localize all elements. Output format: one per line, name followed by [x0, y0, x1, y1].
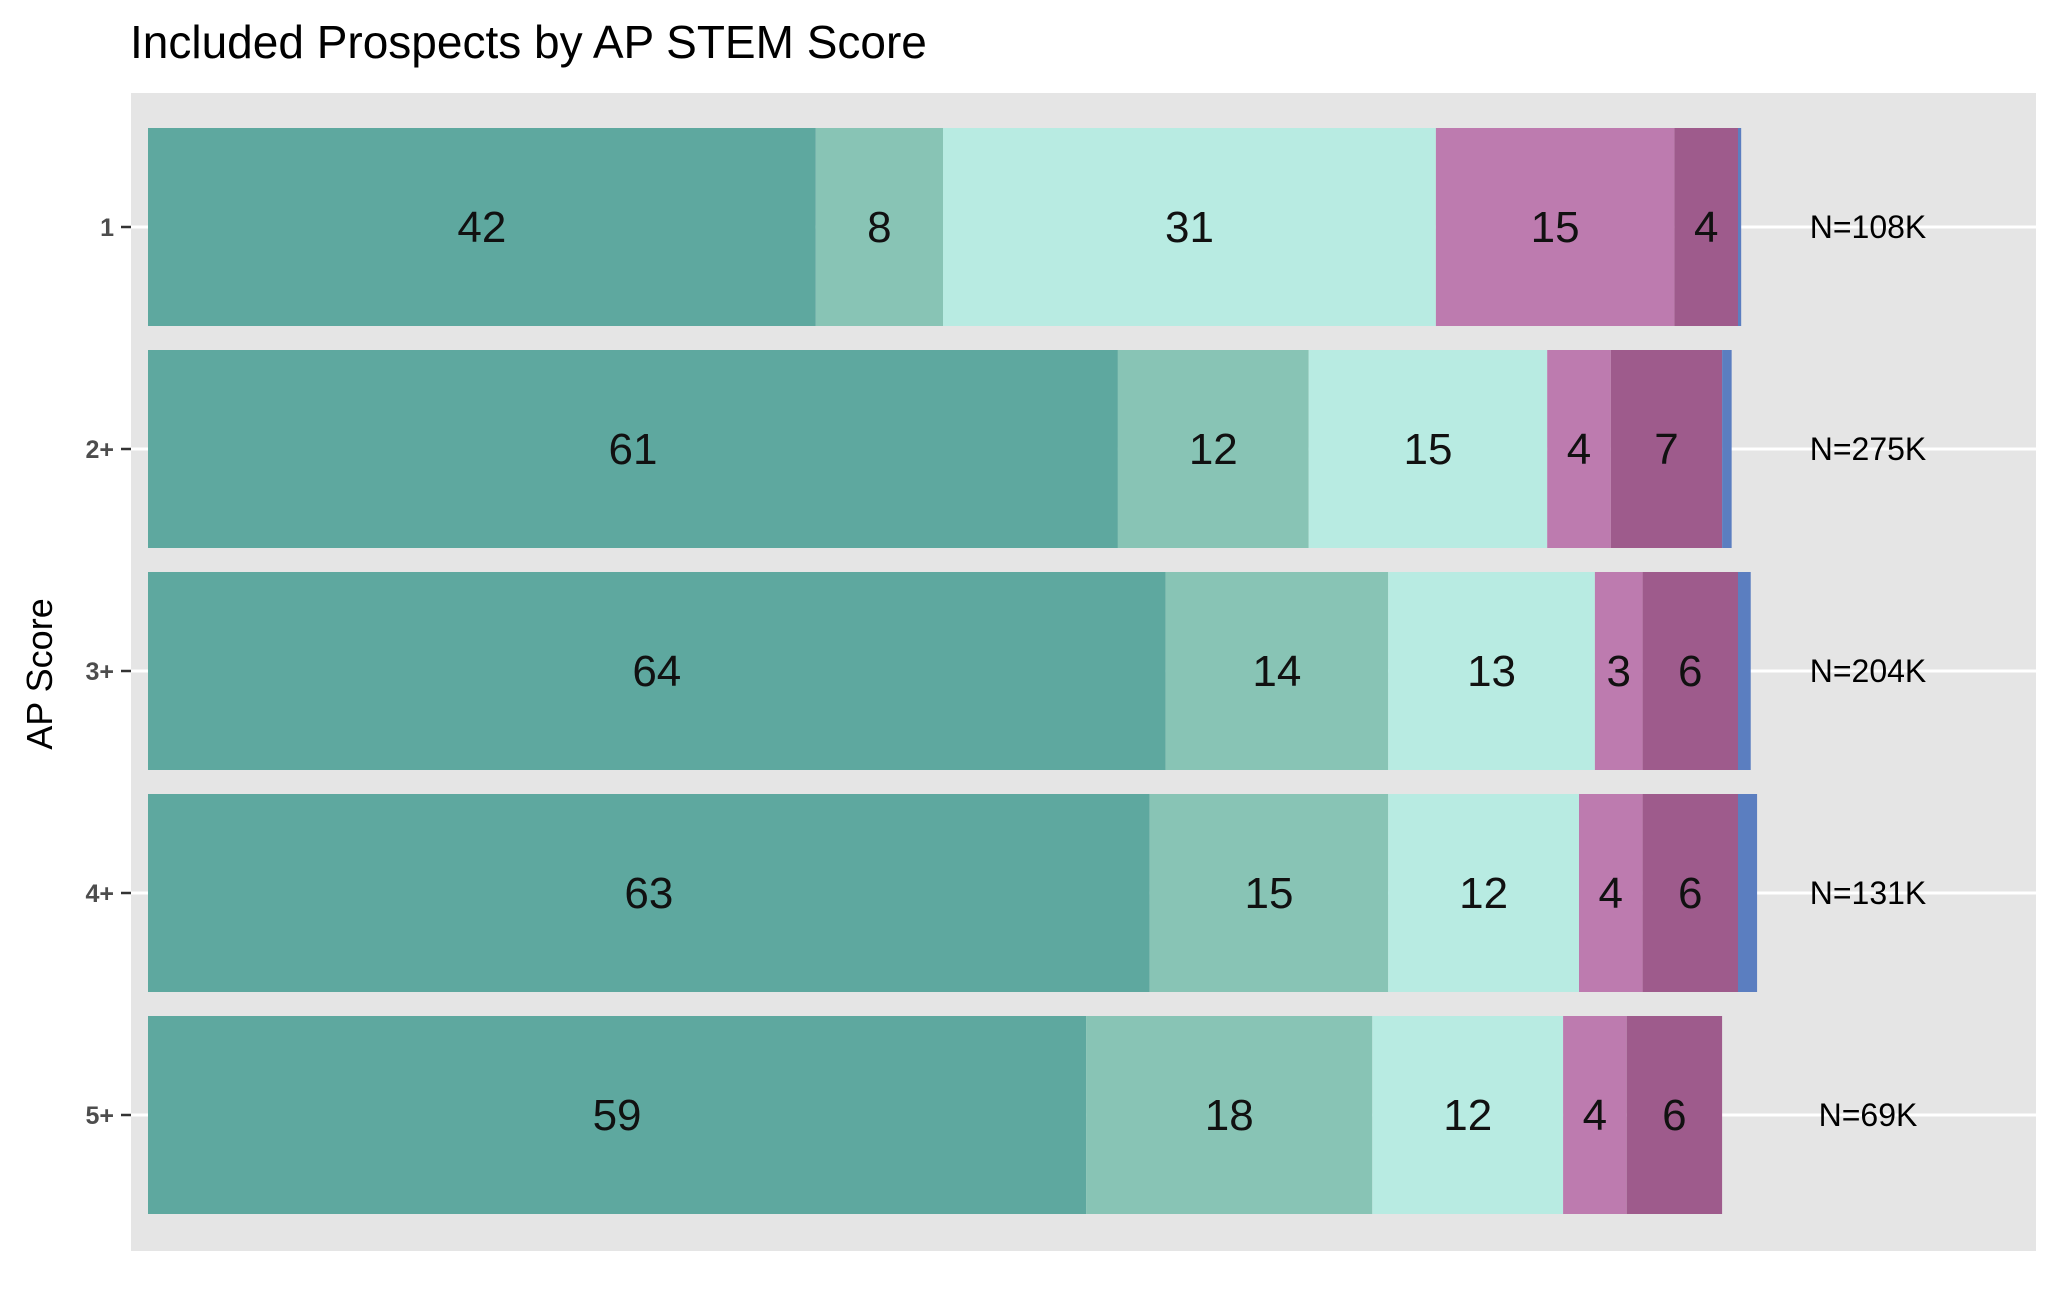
bar-segment: [1117, 350, 1309, 548]
data-label: 31: [1165, 203, 1214, 252]
y-tick-label: 4+: [85, 880, 114, 908]
bar-segment: [148, 1016, 1087, 1214]
bar-segment: [148, 794, 1150, 992]
data-label: 12: [1459, 869, 1508, 918]
y-axis-label: AP Score: [19, 598, 60, 749]
bar-segment: [943, 128, 1436, 326]
bar-segment: [1547, 350, 1611, 548]
total-label: N=108K: [1810, 209, 1927, 245]
bar-segment: [1674, 128, 1738, 326]
bar-segment: [1594, 572, 1643, 770]
bar-segment: [148, 128, 816, 326]
data-label: 12: [1443, 1091, 1492, 1140]
bar-segment: [815, 128, 943, 326]
data-label: 4: [1599, 869, 1623, 918]
data-label: 6: [1662, 1091, 1686, 1140]
bar-segment: [1738, 128, 1742, 326]
data-label: 4: [1567, 425, 1591, 474]
bars: [148, 128, 1758, 1214]
bar-segment: [1722, 350, 1732, 548]
bar-segment: [1435, 128, 1675, 326]
total-label: N=204K: [1810, 653, 1927, 689]
data-label: 3: [1607, 647, 1631, 696]
bar-segment: [1388, 794, 1579, 992]
y-tick-label: 5+: [85, 1102, 114, 1130]
y-tick-label: 3+: [85, 658, 114, 686]
y-axis-ticks: 1 2+ 3+ 4+ 5+: [85, 214, 131, 1130]
bar-segment: [1642, 572, 1738, 770]
data-label: 61: [608, 425, 657, 474]
data-label: 4: [1583, 1091, 1607, 1140]
data-label: 18: [1205, 1091, 1254, 1140]
bar-segment: [1626, 1016, 1723, 1214]
data-label: 64: [632, 647, 681, 696]
total-label: N=69K: [1819, 1097, 1918, 1133]
bar-segment: [1149, 794, 1389, 992]
data-label: 6: [1678, 647, 1702, 696]
data-label: 15: [1531, 203, 1580, 252]
total-label: N=275K: [1810, 431, 1927, 467]
data-label: 4: [1694, 203, 1718, 252]
bar-segment: [148, 350, 1118, 548]
bar-segment: [1738, 794, 1758, 992]
data-label: 12: [1189, 425, 1238, 474]
total-labels: N=108K N=275K N=204K N=131K N=69K: [1810, 209, 1927, 1133]
value-labels: 42 8 31 15 461 12 15 4 764 14 13 3 663 15 12 4 659 18 12 4 6: [457, 203, 1718, 1140]
bar-segment: [1165, 572, 1389, 770]
total-label: N=131K: [1810, 875, 1927, 911]
bar-segment: [1579, 794, 1643, 992]
bar-segment: [1642, 794, 1738, 992]
y-tick-label: 2+: [85, 436, 114, 464]
data-label: 15: [1244, 869, 1293, 918]
data-label: 15: [1403, 425, 1452, 474]
bar-segment: [1738, 572, 1751, 770]
data-label: 8: [867, 203, 891, 252]
data-label: 63: [624, 869, 673, 918]
data-label: 13: [1467, 647, 1516, 696]
bar-segment: [1610, 350, 1723, 548]
data-label: 42: [457, 203, 506, 252]
bar-segment: [1308, 350, 1548, 548]
bar-segment: [1086, 1016, 1373, 1214]
bar-segment: [148, 572, 1166, 770]
data-label: 7: [1654, 425, 1678, 474]
data-label: 6: [1678, 869, 1702, 918]
y-tick-label: 1: [100, 214, 114, 242]
bar-segment: [1388, 572, 1595, 770]
chart-title: Included Prospects by AP STEM Score: [130, 16, 927, 68]
bar-segment: [1372, 1016, 1564, 1214]
bar-segment: [1563, 1016, 1627, 1214]
data-label: 59: [593, 1091, 642, 1140]
data-label: 14: [1252, 647, 1301, 696]
